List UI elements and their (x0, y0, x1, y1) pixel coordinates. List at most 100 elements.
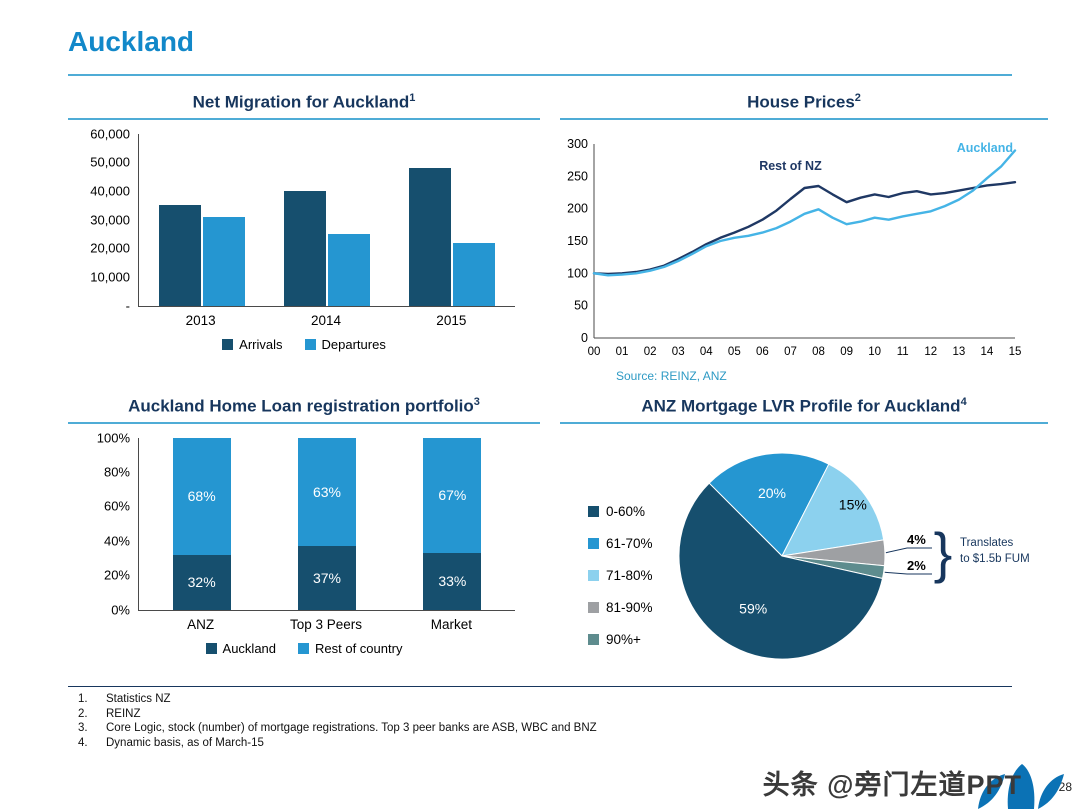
bar-arrivals (158, 205, 201, 306)
bar-arrivals (409, 168, 452, 306)
legend-label: Departures (321, 336, 386, 352)
footnote-2: 2. REINZ (78, 707, 1080, 722)
plot-column: 32% 68% 37% 63% 33% 67% ANZ Top 3 Peers Market (138, 437, 515, 637)
footnote-text: Statistics NZ (106, 693, 171, 705)
x-axis-labels: 2013 2014 2015 (138, 307, 514, 333)
x-tick-label: 14 (981, 346, 994, 358)
pie-label-90%+: 2% (907, 558, 926, 573)
y-tick-label: 150 (567, 234, 588, 248)
x-tick-label: 13 (952, 346, 965, 358)
legend-label: 0-60% (606, 503, 646, 519)
footnote-ref: 2 (854, 92, 861, 104)
footnote-number: 2. (78, 707, 88, 720)
panel-house-prices: House Prices2 0 50 100 150 200 250 300 00 01 02 03… (560, 92, 1048, 384)
pie-slice-0-60% (678, 482, 884, 660)
pie-annotation-line: to $1.5b FUM (960, 553, 1030, 565)
plot-area: 32% 68% 37% 63% 33% 67% (138, 437, 515, 611)
y-tick-label: 30,000 (90, 212, 130, 228)
legend-label: 71-80% (606, 567, 653, 583)
footnote-text: REINZ (106, 707, 141, 720)
legend-item: 0-60% (588, 504, 660, 519)
bar-segment-auckland: 37% (298, 546, 356, 610)
chart-title-house-prices: House Prices2 (560, 92, 1048, 113)
plot-column: 2013 2014 2015 (138, 133, 515, 333)
chart-legend: Arrivals Departures (68, 337, 540, 352)
footnote-ref: 1 (409, 92, 416, 104)
series-label-auckland: Auckland (957, 141, 1013, 155)
footnote-4: 4. Dynamic basis, as of March-15 (78, 736, 1080, 751)
x-axis-labels: ANZ Top 3 Peers Market (138, 611, 514, 637)
x-tick-label: 12 (924, 346, 937, 358)
footnote-number: 1. (78, 693, 88, 705)
bar-segment-auckland: 32% (172, 554, 231, 610)
title-divider (68, 421, 540, 424)
legend-label: Rest of country (315, 640, 403, 656)
x-tick-label: 2015 (436, 312, 467, 328)
title-divider (560, 117, 1048, 120)
bar-chart: 60,000 50,000 40,000 30,000 20,000 10,000-201… (68, 126, 540, 333)
x-tick-label: 11 (897, 346, 909, 358)
legend-label: 90%+ (606, 631, 641, 647)
y-tick-label: - (125, 298, 130, 314)
footnote-ref: 4 (960, 396, 967, 408)
pie-annotation-line: Translates (960, 537, 1014, 549)
footnote-number: 3. (78, 722, 88, 735)
x-tick-label: 03 (672, 346, 685, 358)
series-line-auckland (592, 148, 1017, 277)
x-tick-label: 01 (616, 346, 629, 358)
legend-label: 81-90% (606, 599, 653, 615)
x-tick-label: 02 (644, 346, 657, 358)
panel-net-migration: Net Migration for Auckland1 60,000 50,000… (68, 92, 540, 384)
pie-label-61-70%: 20% (758, 485, 786, 501)
chart-title-portfolio: Auckland Home Loan registration portfoli… (68, 396, 540, 417)
anz-logo-icon (978, 764, 1064, 809)
title-divider (68, 117, 540, 120)
y-axis: 100% 80% 60% 40% 20% 0% (68, 430, 138, 617)
legend-swatch (588, 537, 599, 549)
footnote-text: Core Logic, stock (number) of mortgage r… (106, 722, 597, 735)
footnote-text: Dynamic basis, as of March-15 (106, 737, 264, 750)
bar-segment-rest-of-country: 63% (298, 437, 356, 547)
y-tick-label: 80% (103, 464, 130, 480)
panel-lvr-profile: ANZ Mortgage LVR Profile for Auckland4 0… (560, 396, 1048, 672)
pie-label-0-60%: 59% (739, 600, 767, 616)
pie-label-81-90%: 4% (907, 532, 926, 547)
pie-slice-71-80% (781, 463, 885, 557)
footnote-3: 3. Core Logic, stock (number) of mortgage… (78, 721, 1080, 736)
legend-swatch (588, 569, 599, 581)
plot-area (138, 133, 515, 307)
source-note: Source: REINZ, ANZ (616, 368, 727, 383)
legend-swatch (588, 633, 599, 645)
x-tick-label: 00 (588, 346, 601, 358)
y-tick-label: 300 (567, 137, 588, 151)
x-tick-label: 10 (868, 346, 881, 358)
legend-item: Rest of country (298, 641, 402, 656)
x-tick-label: 08 (812, 346, 825, 358)
footnote-number: 4. (78, 737, 88, 750)
legend-item: 71-80% (588, 568, 660, 583)
y-tick-label: 50 (574, 298, 588, 312)
footnote-ref: 3 (473, 396, 480, 408)
footer-divider (68, 686, 1012, 687)
y-tick-label: 40% (103, 533, 130, 549)
x-tick-label: 2013 (185, 312, 216, 328)
y-tick-label: 20% (103, 567, 130, 583)
x-tick-label: 05 (728, 346, 741, 358)
y-tick-label: 60% (103, 498, 130, 514)
net-migration-chart: 60,000 50,000 40,000 30,000 20,000 10,000-201… (68, 126, 540, 352)
chart-title-text: Net Migration for Auckland (192, 92, 410, 112)
pie-leader-line (884, 571, 932, 575)
house-prices-chart: 0 50 100 150 200 250 300 00 01 02 03 04 05 06 07 08 09 10… (567, 137, 1021, 358)
legend-item: 81-90% (588, 600, 660, 615)
lvr-chart-row: 0-60% 61-70% 71-80% 81-90% 90%+ 20% 15% 59% 4% 2… (560, 438, 1048, 678)
legend-item: Arrivals (222, 337, 283, 352)
legend-label: Auckland (222, 640, 277, 656)
series-label-rest-of-nz: Rest of NZ (759, 159, 822, 173)
watermark: 头条 @旁门左道PPT (762, 770, 1022, 800)
pie-slice-61-70% (708, 452, 830, 557)
x-tick-label: Top 3 Peers (289, 616, 363, 632)
legend-item: 61-70% (588, 536, 660, 551)
y-axis: 60,000 50,000 40,000 30,000 20,000 10,000 - (68, 126, 138, 313)
bar-segment-rest-of-country: 67% (423, 437, 482, 553)
x-tick-label: 2014 (310, 312, 342, 328)
